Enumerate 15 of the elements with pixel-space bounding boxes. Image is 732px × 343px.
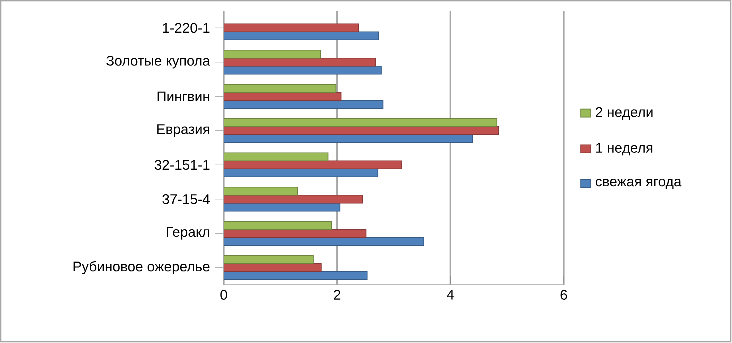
y-tick-label: 32-151-1 — [154, 160, 210, 170]
y-tick-label: Евразия — [158, 124, 210, 138]
y-tick-label: 37-15-4 — [162, 194, 210, 204]
legend-label: свежая ягода — [596, 178, 682, 190]
x-tick-label: 4 — [447, 290, 454, 300]
legend-label: 1 неделя — [596, 143, 653, 156]
y-tick-label: Пингвин — [158, 92, 210, 102]
y-tick-label: Золотые купола — [106, 56, 210, 69]
x-tick-label: 2 — [334, 290, 341, 300]
legend-label: 2 недели — [596, 107, 653, 120]
y-tick-label: Рубиновое ожерелье — [74, 261, 210, 274]
y-tick-label: Геракл — [167, 227, 210, 240]
y-tick-label: 1-220-1 — [163, 23, 210, 34]
x-tick-label: 0 — [220, 290, 228, 300]
x-tick-label: 6 — [560, 290, 568, 300]
